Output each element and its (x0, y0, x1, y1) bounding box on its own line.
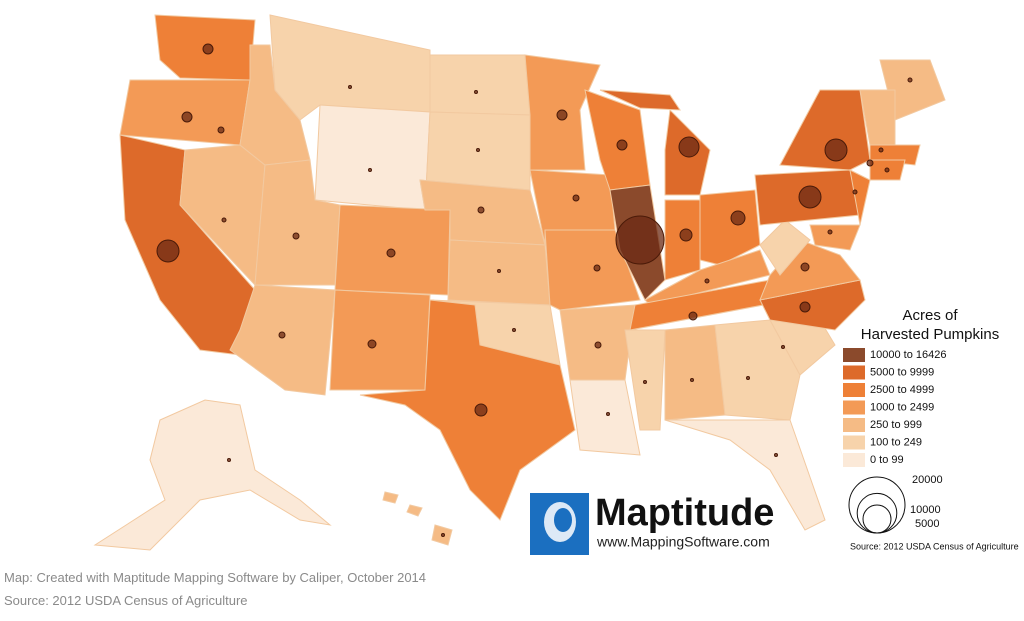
state (849, 169, 871, 226)
symbol (824, 138, 848, 162)
state (759, 219, 811, 276)
legend-label: 1000 to 2499 (870, 401, 934, 413)
state (382, 491, 399, 504)
symbol (477, 206, 485, 214)
state (664, 324, 726, 421)
symbol (781, 345, 785, 349)
state (699, 189, 761, 266)
legend-label: 0 to 99 (870, 454, 904, 466)
symbol (827, 229, 833, 235)
size-legend: 20000 10000 5000 (848, 474, 943, 534)
legend-title: Harvested Pumpkins (861, 326, 999, 343)
symbol (678, 136, 700, 158)
symbol (690, 378, 694, 382)
symbols (156, 43, 913, 537)
symbol (852, 189, 858, 195)
symbol (368, 168, 372, 172)
legend-label: 100 to 249 (870, 436, 922, 448)
caption: Source: 2012 USDA Census of Agriculture (4, 593, 248, 608)
symbol (884, 167, 890, 173)
logo: Maptitude www.MappingSoftware.com (530, 492, 774, 555)
symbol (474, 403, 488, 417)
legend-label: 10000 to 16426 (870, 349, 946, 361)
size-label: 20000 (912, 474, 943, 486)
logo-url: www.MappingSoftware.com (596, 534, 770, 550)
symbol (156, 239, 180, 263)
legend-label: 5000 to 9999 (870, 366, 934, 378)
symbol (730, 210, 746, 226)
legend-title: Acres of (902, 307, 958, 324)
state (329, 289, 431, 391)
legend-swatch (843, 348, 865, 362)
symbol (181, 111, 193, 123)
symbol (704, 278, 710, 284)
symbol (278, 331, 286, 339)
state (809, 224, 861, 251)
legend-swatch (843, 400, 865, 415)
state (664, 419, 826, 531)
symbol (497, 269, 501, 273)
source-note: Source: 2012 USDA Census of Agriculture (850, 541, 1019, 551)
caption: Map: Created with Maptitude Mapping Soft… (4, 570, 427, 585)
legend: 10000 to 16426 5000 to 9999 2500 to 4999 10… (843, 348, 946, 467)
symbol (866, 159, 874, 167)
symbol (221, 217, 227, 223)
symbol (774, 453, 778, 457)
symbol (556, 109, 568, 121)
symbol (688, 311, 698, 321)
symbol (476, 148, 480, 152)
legend-swatch (843, 383, 865, 397)
size-circle (862, 504, 892, 534)
symbol (386, 248, 396, 258)
symbol (800, 262, 810, 272)
legend-label: 250 to 999 (870, 419, 922, 431)
symbol (202, 43, 214, 55)
legend-swatch (843, 418, 865, 432)
symbol (367, 339, 377, 349)
state (359, 299, 576, 521)
size-circle (856, 492, 898, 534)
state (599, 89, 681, 111)
symbol (606, 412, 610, 416)
state (314, 104, 431, 211)
logo-name: Maptitude (595, 492, 774, 534)
symbol (474, 90, 478, 94)
symbol (227, 458, 231, 462)
legend-swatch (843, 365, 865, 380)
legend-swatch (843, 435, 865, 450)
state (269, 14, 431, 121)
symbol (572, 194, 580, 202)
symbol (615, 215, 665, 265)
legend-swatch (843, 453, 865, 467)
symbol (799, 301, 811, 313)
symbol (292, 232, 300, 240)
symbol (512, 328, 516, 332)
symbol (679, 228, 693, 242)
state (429, 54, 531, 116)
size-label: 5000 (915, 518, 939, 530)
state (93, 399, 332, 551)
symbol (594, 341, 602, 349)
state (779, 89, 871, 171)
state (406, 504, 423, 517)
symbol (878, 147, 884, 153)
symbol (907, 77, 913, 83)
symbol (348, 85, 352, 89)
state (544, 229, 641, 311)
map: Maptitude www.MappingSoftware.com Acres … (93, 14, 1019, 555)
symbol (217, 126, 225, 134)
symbol (616, 139, 628, 151)
state (569, 379, 641, 456)
symbol (798, 185, 822, 209)
state (714, 319, 801, 421)
states (93, 14, 946, 551)
symbol (593, 264, 601, 272)
symbol (441, 533, 445, 537)
legend-label: 2500 to 4999 (870, 384, 934, 396)
symbol (746, 376, 750, 380)
symbol (643, 380, 647, 384)
size-label: 10000 (910, 504, 941, 516)
